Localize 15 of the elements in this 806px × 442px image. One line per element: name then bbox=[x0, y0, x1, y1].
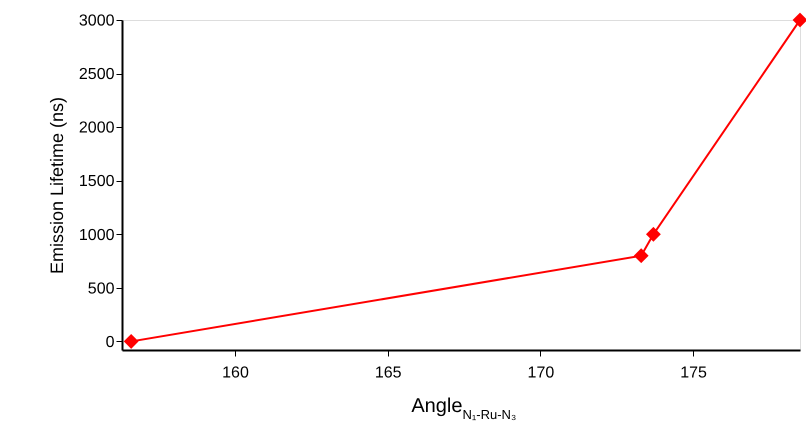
x-tick-label: 175 bbox=[680, 364, 708, 382]
point bbox=[646, 226, 661, 242]
y-tick-label: 1500 bbox=[78, 173, 115, 190]
x-tick-label: 160 bbox=[222, 364, 249, 382]
point bbox=[124, 334, 139, 349]
y-tick-label: 3000 bbox=[78, 12, 115, 30]
y-tick-label: 2000 bbox=[78, 120, 115, 137]
y-tick-label: 1000 bbox=[78, 226, 115, 244]
point bbox=[634, 248, 649, 264]
y-tick-label: 0 bbox=[106, 334, 115, 351]
y-axis-title: Emission Lifetime (ns) bbox=[46, 96, 67, 274]
y-tick-label: 500 bbox=[88, 280, 115, 298]
y-tick-label: 2500 bbox=[78, 66, 115, 84]
x-tick-label: 170 bbox=[528, 364, 554, 382]
x-tick-label: 165 bbox=[374, 364, 402, 382]
